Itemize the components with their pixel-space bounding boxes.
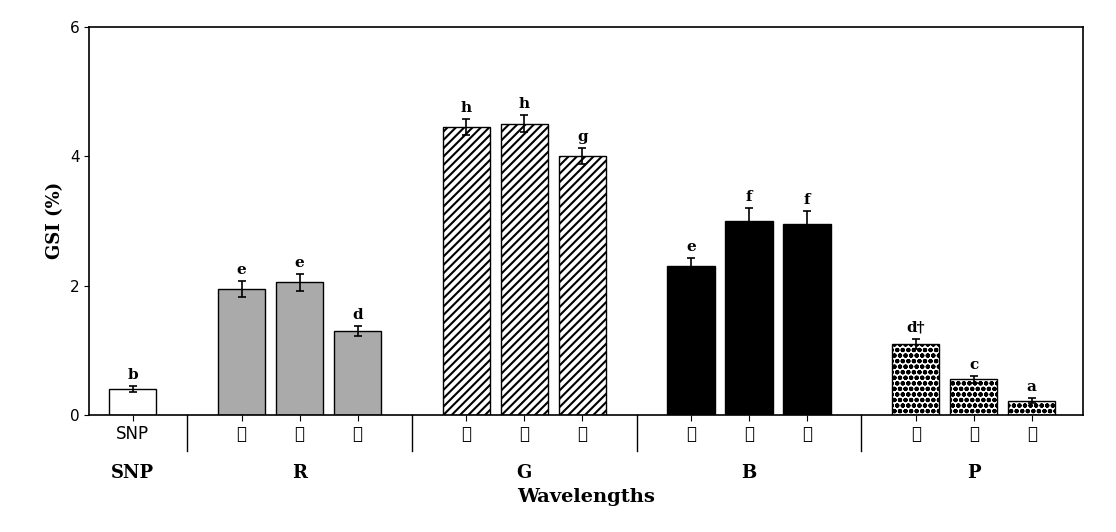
Text: g: g — [577, 130, 588, 144]
Text: e: e — [295, 256, 305, 270]
Text: f: f — [804, 193, 810, 207]
Text: f: f — [745, 190, 752, 204]
Text: SNP: SNP — [112, 463, 154, 481]
Text: h: h — [519, 97, 530, 111]
Bar — [892, 344, 940, 415]
Bar — [950, 379, 998, 415]
Bar — [109, 389, 156, 415]
Bar — [1008, 401, 1056, 415]
Text: e: e — [686, 240, 696, 254]
Text: B: B — [741, 463, 757, 481]
Bar — [501, 124, 548, 415]
Bar — [559, 156, 606, 415]
Bar — [667, 266, 714, 415]
Bar — [783, 224, 830, 415]
Bar — [443, 127, 490, 415]
Text: e: e — [237, 263, 247, 277]
Text: R: R — [292, 463, 307, 481]
Text: d†: d† — [906, 321, 925, 335]
Text: d: d — [353, 307, 363, 322]
Bar — [276, 282, 324, 415]
Text: h: h — [461, 101, 472, 115]
Y-axis label: GSI (%): GSI (%) — [46, 182, 65, 260]
Bar — [218, 289, 266, 415]
Text: b: b — [127, 368, 138, 382]
Text: c: c — [969, 358, 979, 372]
X-axis label: Wavelengths: Wavelengths — [517, 488, 655, 506]
Bar — [334, 331, 381, 415]
Text: P: P — [966, 463, 981, 481]
Bar — [725, 221, 772, 415]
Text: a: a — [1027, 380, 1037, 394]
Text: G: G — [517, 463, 532, 481]
